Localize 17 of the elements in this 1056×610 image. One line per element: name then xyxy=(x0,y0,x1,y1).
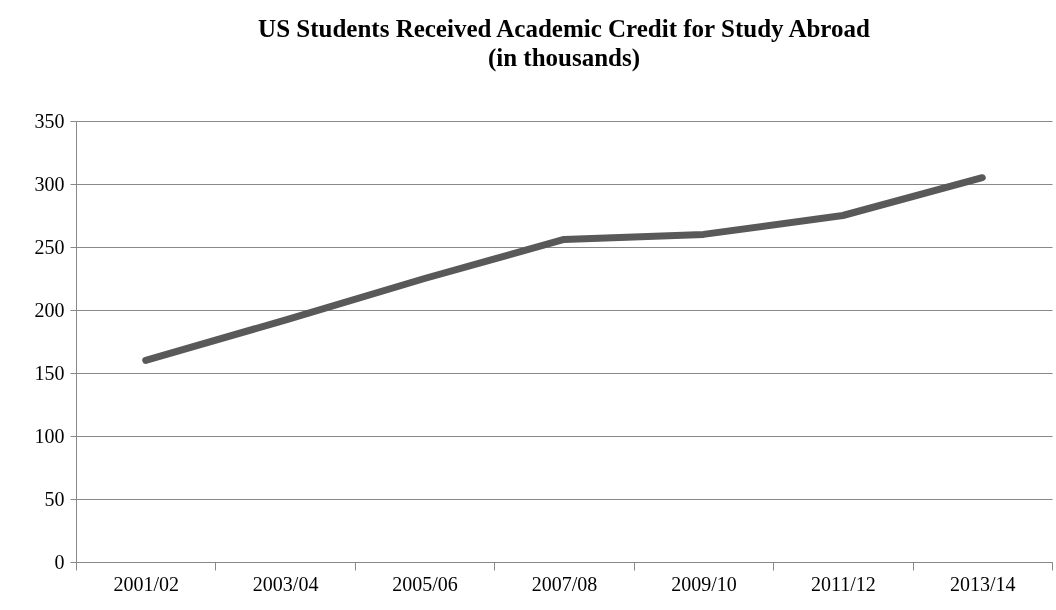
y-tick-label: 300 xyxy=(34,172,65,195)
y-tick-label: 50 xyxy=(44,487,65,510)
chart-title: US Students Received Academic Credit for Study Abroad xyxy=(258,15,870,42)
x-tick-label: 2013/14 xyxy=(950,572,1016,595)
x-tick-label: 2005/06 xyxy=(392,572,458,595)
x-tick-label: 2003/04 xyxy=(252,572,319,595)
x-tick-label: 2009/10 xyxy=(671,572,737,595)
y-tick-label: 250 xyxy=(34,235,65,258)
y-tick-label: 0 xyxy=(54,550,65,573)
chart-subtitle: (in thousands) xyxy=(487,44,641,72)
y-tick-label: 200 xyxy=(34,298,65,321)
x-tick-label: 2001/02 xyxy=(113,572,179,595)
x-tick-label: 2007/08 xyxy=(531,572,598,595)
y-tick-label: 150 xyxy=(34,361,65,384)
x-tick-label: 2011/12 xyxy=(810,572,876,595)
y-tick-label: 100 xyxy=(34,424,65,447)
y-tick-label: 350 xyxy=(34,109,65,132)
